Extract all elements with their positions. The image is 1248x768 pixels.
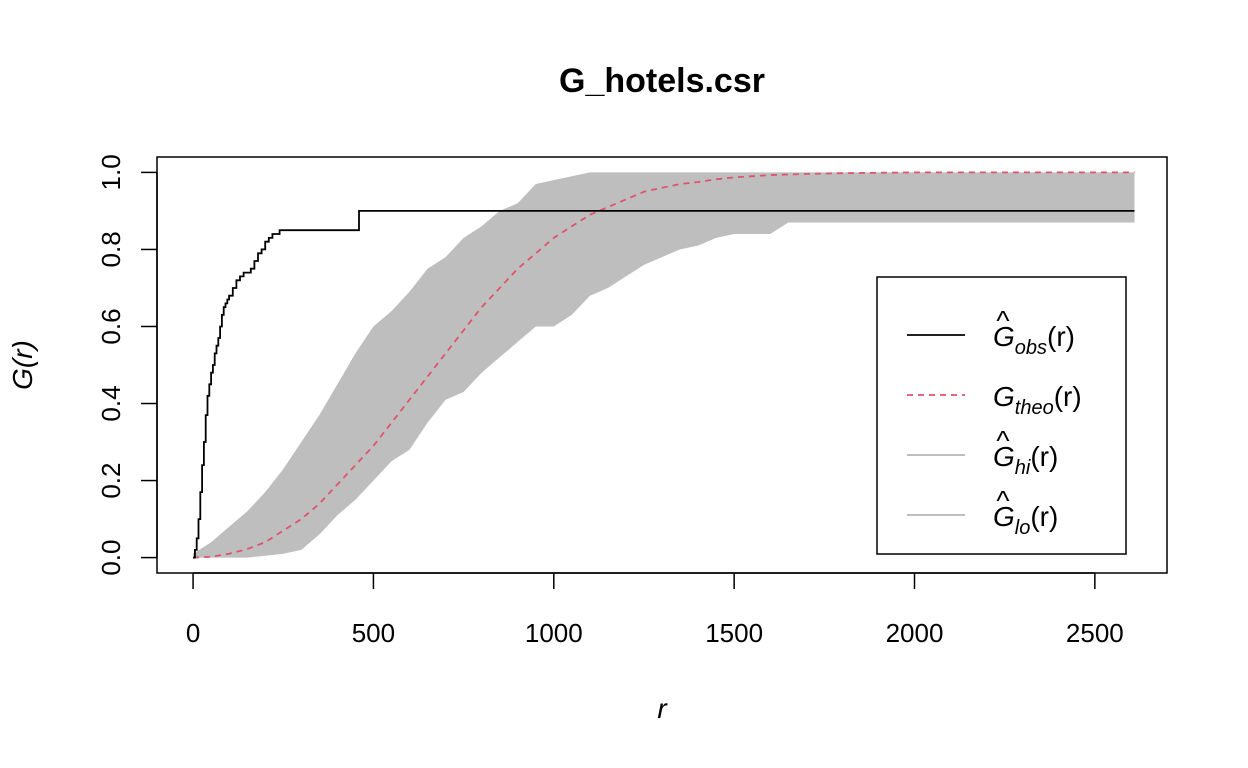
x-axis: 0 500 1000 1500 2000 2500 xyxy=(186,572,1124,648)
y-tick-label: 0.2 xyxy=(96,463,126,499)
x-axis-label: r xyxy=(657,693,668,724)
y-tick-label: 1.0 xyxy=(96,154,126,190)
legend-label: Ghi(r) xyxy=(993,441,1058,479)
envelope-band xyxy=(193,172,1135,558)
x-tick-label: 2000 xyxy=(886,618,944,648)
y-axis: 0.0 0.2 0.4 0.6 0.8 1.0 xyxy=(96,154,158,576)
y-tick-label: 0.0 xyxy=(96,540,126,576)
hat-accent: ^ xyxy=(996,485,1009,516)
legend-label: Gtheo(r) xyxy=(993,381,1082,419)
series-theo-line xyxy=(193,171,1135,559)
hat-accent: ^ xyxy=(996,425,1009,456)
y-tick-label: 0.8 xyxy=(96,231,126,267)
legend-label: Gobs(r) xyxy=(993,321,1075,359)
plot-area xyxy=(193,171,1135,559)
legend-label: Glo(r) xyxy=(993,501,1058,539)
x-tick-label: 500 xyxy=(352,618,395,648)
y-tick-label: 0.4 xyxy=(96,385,126,421)
legend-entry-obs: Gobs(r)^ xyxy=(907,305,1075,359)
chart-title: G_hotels.csr xyxy=(559,62,765,100)
x-tick-label: 1000 xyxy=(525,618,583,648)
x-tick-label: 1500 xyxy=(705,618,763,648)
y-tick-label: 0.6 xyxy=(96,308,126,344)
x-tick-label: 0 xyxy=(186,618,200,648)
legend: Gobs(r)^Gtheo(r)Ghi(r)^Glo(r)^ xyxy=(876,276,1127,555)
y-axis-label: G(r) xyxy=(7,340,38,390)
legend-box xyxy=(876,276,1127,555)
legend-entry-hi: Ghi(r)^ xyxy=(907,425,1058,479)
series-obs-line xyxy=(193,210,1135,559)
legend-entry-theo: Gtheo(r) xyxy=(907,381,1082,419)
legend-entry-lo: Glo(r)^ xyxy=(907,485,1058,539)
x-tick-label: 2500 xyxy=(1066,618,1124,648)
hat-accent: ^ xyxy=(996,305,1009,336)
